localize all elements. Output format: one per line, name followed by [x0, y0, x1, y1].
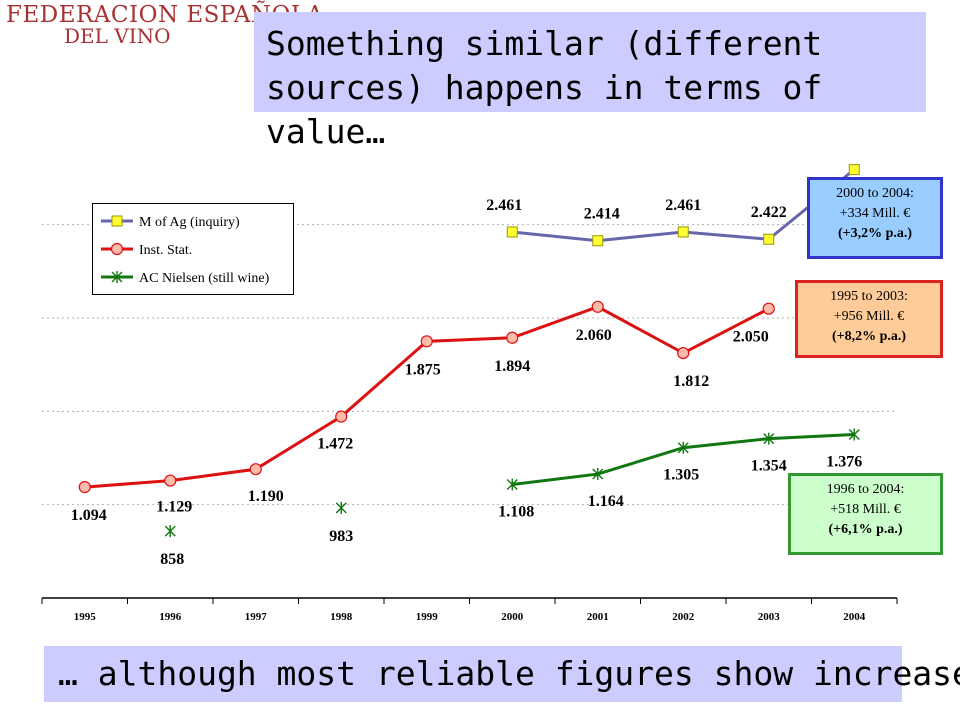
data-label: 1.875 — [405, 361, 441, 378]
data-label: 2.461 — [486, 197, 522, 214]
data-point — [591, 300, 604, 313]
nielsen-rate: (+6,1% p.a.) — [828, 522, 903, 537]
x-tick-label: 1996 — [159, 611, 182, 623]
x-tick-label: 2004 — [843, 611, 866, 623]
legend-item: AC Nielsen (still wine) — [101, 271, 270, 286]
data-label: 1.190 — [248, 488, 284, 505]
legend-label: Inst. Stat. — [139, 243, 192, 258]
slide-title: Something similar (different sources) ha… — [254, 12, 926, 151]
data-label: 2.461 — [665, 197, 701, 214]
data-point — [763, 432, 775, 445]
legend-label: AC Nielsen (still wine) — [139, 271, 270, 286]
x-tick-label: 2001 — [587, 611, 609, 623]
data-point — [506, 226, 518, 238]
data-point — [762, 302, 775, 315]
data-point — [677, 226, 689, 238]
data-label: 858 — [160, 551, 184, 568]
chart-legend: M of Ag (inquiry) Inst. Stat. AC Nielsen (… — [92, 203, 294, 295]
legend-label: M of Ag (inquiry) — [139, 215, 240, 230]
m-of-ag-change: +334 Mill. € — [839, 206, 911, 221]
inst-stat-period: 1995 to 2003: — [830, 289, 908, 304]
inst-stat-summary-box: 1995 to 2003: +956 Mill. € (+8,2% p.a.) — [795, 280, 943, 358]
data-label: 2.050 — [733, 329, 769, 346]
data-label: 983 — [329, 528, 353, 545]
legend-item: M of Ag (inquiry) — [101, 215, 240, 230]
x-tick-label: 1995 — [74, 611, 97, 623]
x-tick-label: 1997 — [245, 611, 268, 623]
data-label: 1.376 — [826, 453, 862, 470]
data-point — [677, 346, 690, 360]
nielsen-period: 1996 to 2004: — [826, 482, 905, 497]
m-of-ag-period: 2000 to 2004: — [836, 186, 914, 201]
data-label: 1.108 — [498, 504, 534, 521]
series-2: 858 983 1.108 1.164 1.305 1.354 1.376 — [160, 428, 862, 568]
logo-line-2: DEL VINO — [64, 24, 171, 48]
nielsen-summary-box: 1996 to 2004: +518 Mill. € (+6,1% p.a.) — [788, 473, 943, 555]
m-of-ag-summary-box: 2000 to 2004: +334 Mill. € (+3,2% p.a.) — [807, 177, 943, 259]
data-point — [506, 478, 518, 491]
data-point — [592, 468, 604, 481]
x-tick-label: 1999 — [416, 611, 439, 623]
legend-item: Inst. Stat. — [101, 242, 192, 258]
data-point — [848, 164, 860, 176]
inst-stat-change: +956 Mill. € — [833, 309, 905, 324]
data-label: 1.354 — [751, 458, 787, 475]
series-1: 1.094 1.129 1.190 1.472 1.875 1.894 2.060 1.812… — [71, 300, 775, 524]
data-label: 2.060 — [576, 327, 612, 344]
legend-graphics: M of Ag (inquiry) Inst. Stat. AC Nielsen (… — [101, 215, 270, 286]
data-point — [164, 525, 176, 538]
m-of-ag-rate: (+3,2% p.a.) — [837, 226, 913, 241]
nielsen-change: +518 Mill. € — [830, 502, 901, 517]
x-tick-label: 2003 — [758, 611, 781, 623]
data-point — [164, 474, 177, 487]
data-point — [335, 410, 348, 423]
data-point — [335, 501, 347, 514]
value-line-chart: 1995 1996 1997 1998 1999 2000 2001 2002 2003 2004… — [41, 164, 898, 623]
data-point — [111, 271, 123, 283]
data-label: 1.472 — [317, 436, 353, 453]
data-label: 1.812 — [673, 373, 709, 390]
data-point — [420, 335, 433, 348]
data-point — [848, 428, 860, 441]
data-label: 1.094 — [71, 507, 107, 524]
data-point — [249, 463, 262, 476]
data-label: 2.422 — [751, 204, 787, 221]
data-point — [110, 242, 124, 256]
data-label: 1.164 — [588, 493, 624, 510]
x-tick-label: 1998 — [330, 611, 353, 623]
x-tick-label: 2000 — [501, 611, 524, 623]
inst-stat-rate: (+8,2% p.a.) — [831, 329, 907, 344]
data-label: 1.305 — [663, 467, 699, 484]
series-line — [84, 305, 770, 489]
data-label: 2.414 — [584, 206, 620, 223]
data-point — [111, 215, 123, 227]
x-tick-label: 2002 — [672, 611, 695, 623]
slide-footer: … although most reliable figures show in… — [44, 646, 960, 702]
data-point — [763, 233, 775, 245]
data-point — [506, 331, 519, 344]
data-point — [78, 481, 91, 494]
data-label: 1.894 — [494, 358, 530, 375]
data-label: 1.129 — [156, 499, 192, 516]
data-point — [677, 441, 689, 454]
data-point — [592, 235, 604, 247]
